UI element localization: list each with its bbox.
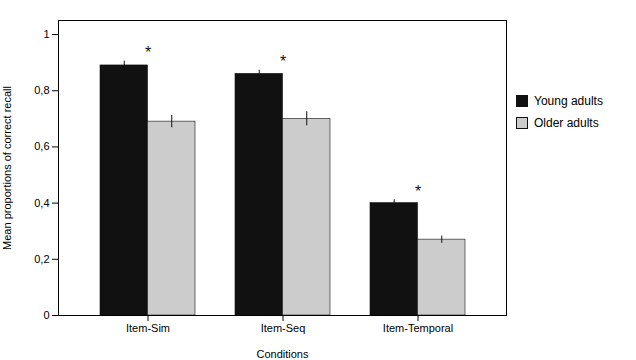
- svg-text:Item-Sim: Item-Sim: [126, 322, 170, 334]
- svg-text:0,2: 0,2: [34, 253, 49, 265]
- svg-text:Conditions: Conditions: [257, 348, 309, 360]
- svg-text:*: *: [415, 183, 421, 200]
- svg-text:0,4: 0,4: [34, 197, 49, 209]
- svg-text:0,6: 0,6: [34, 140, 49, 152]
- svg-text:Item-Seq: Item-Seq: [261, 322, 306, 334]
- svg-text:*: *: [145, 44, 151, 61]
- svg-text:*: *: [280, 53, 286, 70]
- svg-text:0,8: 0,8: [34, 84, 49, 96]
- svg-text:1: 1: [43, 28, 49, 40]
- svg-text:Item-Temporal: Item-Temporal: [383, 322, 453, 334]
- html-text:Young adults: Young adults: [534, 94, 603, 108]
- html-text:Older adults: Older adults: [534, 116, 599, 130]
- svg-text:0: 0: [43, 309, 49, 321]
- svg-text:Mean proportions of correct re: Mean proportions of correct recall: [1, 86, 13, 250]
